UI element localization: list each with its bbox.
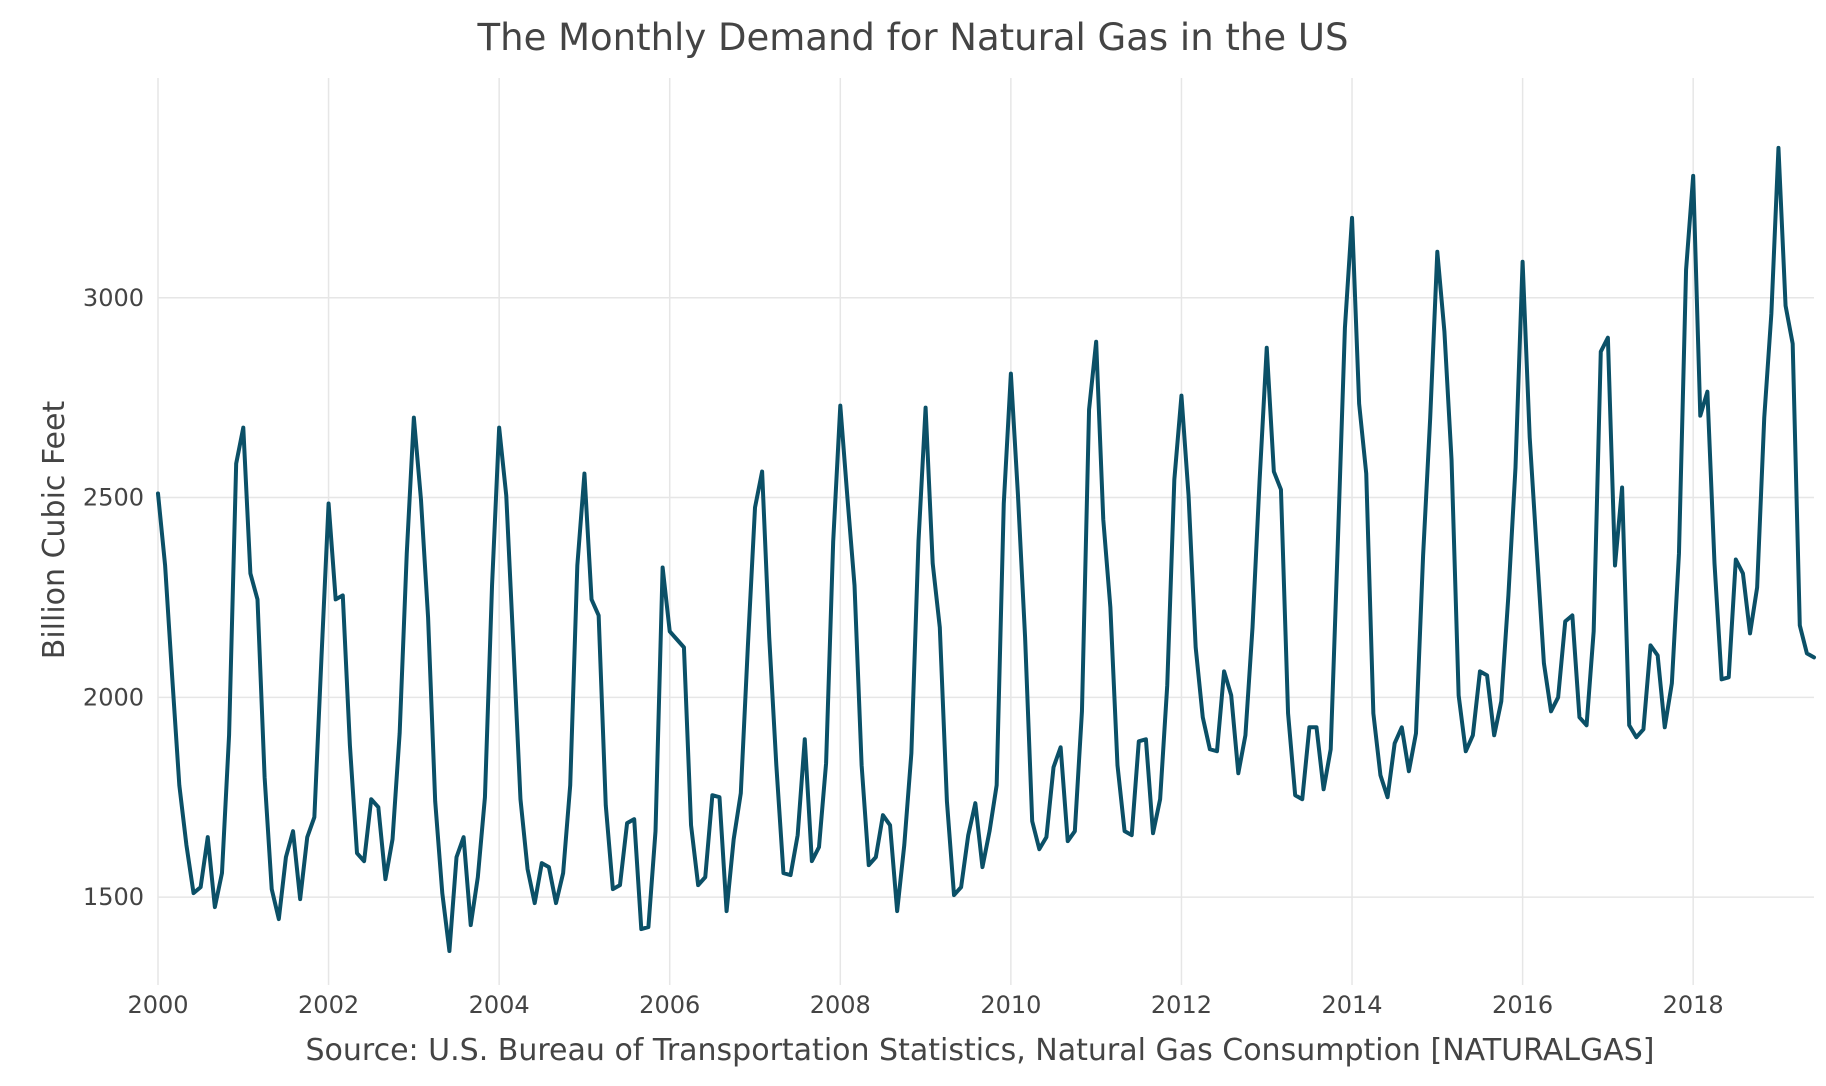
y-axis-label: Billion Cubic Feet: [37, 401, 72, 660]
x-tick-label: 2004: [469, 991, 530, 1019]
x-axis-tick-labels: 2000 2002 2004 2006 2008 2010 2012 2014 2016 2018: [127, 991, 1723, 1019]
x-tick-label: 2010: [980, 991, 1041, 1019]
x-tick-label: 2000: [127, 991, 188, 1019]
x-tick-label: 2016: [1492, 991, 1553, 1019]
x-tick-label: 2018: [1663, 991, 1724, 1019]
y-tick-label: 2000: [83, 683, 144, 711]
x-tick-label: 2006: [639, 991, 700, 1019]
series-group: [156, 145, 1816, 954]
chart-title: The Monthly Demand for Natural Gas in th…: [477, 16, 1349, 59]
x-tick-label: 2012: [1151, 991, 1212, 1019]
x-axis-label: Source: U.S. Bureau of Transportation St…: [306, 1033, 1655, 1068]
y-tick-label: 3000: [83, 284, 144, 312]
y-axis-tick-labels: 1500 2000 2500 3000: [83, 284, 144, 911]
y-tick-label: 2500: [83, 484, 144, 512]
y-tick-label: 1500: [83, 883, 144, 911]
x-tick-label: 2008: [810, 991, 871, 1019]
x-tick-label: 2002: [298, 991, 359, 1019]
x-tick-label: 2014: [1321, 991, 1382, 1019]
gridlines: [157, 78, 1814, 985]
series-line: [156, 145, 1816, 954]
